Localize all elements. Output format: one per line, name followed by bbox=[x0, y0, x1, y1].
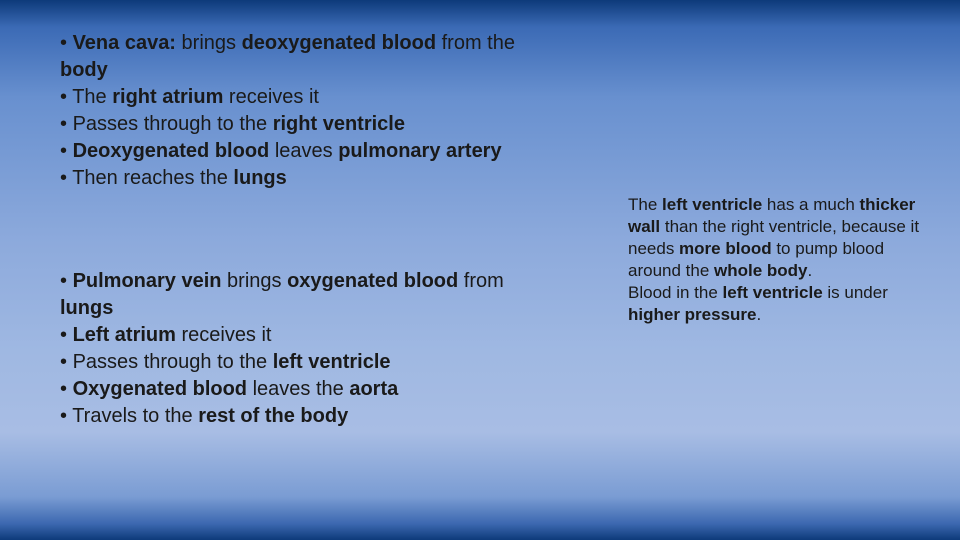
bullet-marker: • bbox=[60, 270, 73, 292]
oxygenated-blood-pathway: • Pulmonary vein brings oxygenated blood… bbox=[60, 268, 540, 430]
bullet-marker: • bbox=[60, 167, 72, 189]
bullet-marker: • bbox=[60, 324, 73, 346]
bullet-line: • Travels to the rest of the body bbox=[60, 403, 540, 430]
bullet-text: Then reaches the lungs bbox=[72, 167, 287, 189]
bullet-marker: • bbox=[60, 32, 73, 54]
bullet-text: The right atrium receives it bbox=[72, 86, 319, 108]
bullet-marker: • bbox=[60, 378, 73, 400]
bullet-text: Oxygenated blood leaves the aorta bbox=[73, 378, 399, 400]
bullet-marker: • bbox=[60, 140, 73, 162]
bullet-marker: • bbox=[60, 86, 72, 108]
bullet-line: • Vena cava: brings deoxygenated blood f… bbox=[60, 30, 540, 84]
left-ventricle-note: The left ventricle has a much thicker wa… bbox=[628, 194, 928, 327]
left-column: • Vena cava: brings deoxygenated blood f… bbox=[60, 30, 540, 430]
bullet-text: Travels to the rest of the body bbox=[72, 405, 348, 427]
bullet-text: Left atrium receives it bbox=[73, 324, 272, 346]
bullet-marker: • bbox=[60, 113, 73, 135]
bullet-text: Vena cava: brings deoxygenated blood fro… bbox=[60, 32, 515, 81]
paragraph: The left ventricle has a much thicker wa… bbox=[628, 194, 928, 282]
bullet-text: Passes through to the left ventricle bbox=[73, 351, 391, 373]
bullet-text: Passes through to the right ventricle bbox=[73, 113, 405, 135]
bullet-marker: • bbox=[60, 351, 73, 373]
bullet-line: • Then reaches the lungs bbox=[60, 165, 540, 192]
bullet-text: Deoxygenated blood leaves pulmonary arte… bbox=[73, 140, 502, 162]
bullet-text: Pulmonary vein brings oxygenated blood f… bbox=[60, 270, 504, 319]
bullet-line: • Passes through to the left ventricle bbox=[60, 349, 540, 376]
bullet-line: • Pulmonary vein brings oxygenated blood… bbox=[60, 268, 540, 322]
bullet-line: • Passes through to the right ventricle bbox=[60, 111, 540, 138]
bullet-line: • Deoxygenated blood leaves pulmonary ar… bbox=[60, 138, 540, 165]
paragraph: Blood in the left ventricle is under hig… bbox=[628, 282, 928, 326]
bullet-marker: • bbox=[60, 405, 72, 427]
right-column: The left ventricle has a much thicker wa… bbox=[628, 194, 928, 327]
bullet-line: • Oxygenated blood leaves the aorta bbox=[60, 376, 540, 403]
bullet-line: • Left atrium receives it bbox=[60, 322, 540, 349]
bullet-line: • The right atrium receives it bbox=[60, 84, 540, 111]
deoxygenated-blood-pathway: • Vena cava: brings deoxygenated blood f… bbox=[60, 30, 540, 192]
